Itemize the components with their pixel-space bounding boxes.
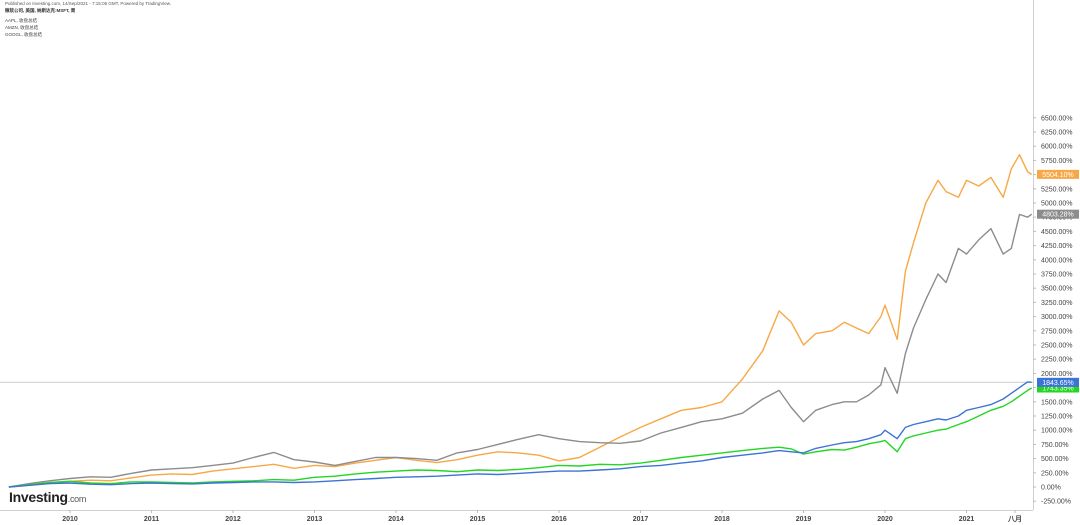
y-tick-label: 4000.00% [1041,257,1073,264]
badge-aapl [1037,169,1079,179]
series-lines [8,154,1033,488]
y-tick-label: 2750.00% [1041,328,1073,335]
badge-label-msft: 1843.65% [1042,380,1074,387]
y-tick-label: 6250.00% [1041,130,1073,137]
logo-main: Investing [9,489,68,505]
y-tick-label: 3750.00% [1041,272,1073,279]
x-tick-label: 2017 [633,516,649,523]
y-tick-label: 4500.00% [1041,229,1073,236]
x-tick-label: 2018 [714,516,730,523]
x-tick-label: 2021 [959,516,975,523]
series-line-msft[interactable] [8,381,1032,488]
x-tick-label: 2015 [470,516,486,523]
x-tick-label: 2013 [307,516,323,523]
x-tick-label: 2019 [796,516,812,523]
badge-label-aapl: 5504.10% [1042,172,1074,179]
series-line-aapl[interactable] [8,154,1033,488]
series-line-googl[interactable] [8,387,1033,488]
published-note: Published on Investing.com, 14/Sep/2021 … [5,1,172,6]
x-tick-label: 2014 [388,516,404,523]
y-axis[interactable]: -250.00% 0.00% 250.00% 500.00% 750.00% 1000.0… [1033,0,1073,510]
y-tick-label: 6500.00% [1041,115,1073,122]
x-tick-label: 2011 [144,516,159,523]
y-tick-label: 5250.00% [1041,186,1073,193]
y-tick-label: 0.00% [1041,485,1061,492]
y-tick-label: 4250.00% [1041,243,1073,250]
y-tick-label: 1250.00% [1041,414,1073,421]
x-tick-label: 2016 [551,516,567,523]
y-tick-label: -250.00% [1041,499,1071,506]
x-tick-label: 八月 [1007,515,1022,523]
x-tick-label: 2010 [62,516,78,523]
y-tick-label: 750.00% [1041,442,1069,449]
y-tick-label: 500.00% [1041,456,1069,463]
badge-msft [1037,377,1079,387]
y-tick-label: 2250.00% [1041,357,1073,364]
x-tick-label: 2012 [225,516,241,523]
x-axis[interactable]: 2010 2011 2012 2013 2014 2015 2016 2017 2018 2019… [62,510,1022,523]
y-tick-label: 250.00% [1041,470,1069,477]
y-tick-label: 6000.00% [1041,144,1073,151]
y-tick-label: 1500.00% [1041,399,1073,406]
y-tick-label: 3500.00% [1041,286,1073,293]
y-tick-label: 3000.00% [1041,314,1073,321]
investing-logo[interactable]: Investing.com [9,489,86,505]
series-line-amzn[interactable] [8,213,1033,488]
badge-amzn [1037,209,1079,219]
last-value-badges: 5504.10% 4803.28% 1743.35%1843.65% [1037,169,1079,393]
y-tick-label: 2500.00% [1041,343,1073,350]
y-tick-label: 1000.00% [1041,428,1073,435]
y-tick-label: 5750.00% [1041,158,1073,165]
legend-amzn[interactable]: AMZN, 收盘总结 [5,25,39,30]
logo-suffix: .com [67,494,87,504]
legend-aapl[interactable]: AAPL, 收盘总结 [5,18,38,23]
x-tick-label: 2020 [877,516,893,523]
badge-label-amzn: 4803.28% [1042,212,1074,219]
y-tick-label: 2000.00% [1041,371,1073,378]
legend-googl[interactable]: GOOGL, 收盘总结 [5,32,43,37]
y-tick-label: 3250.00% [1041,300,1073,307]
chart-title: 微软公司, 美国, 纳斯达克:MSFT, 周 [5,8,76,13]
badge-googl [1037,383,1079,393]
y-tick-label: 5000.00% [1041,201,1073,208]
badge-label-googl: 1743.35% [1042,385,1074,392]
